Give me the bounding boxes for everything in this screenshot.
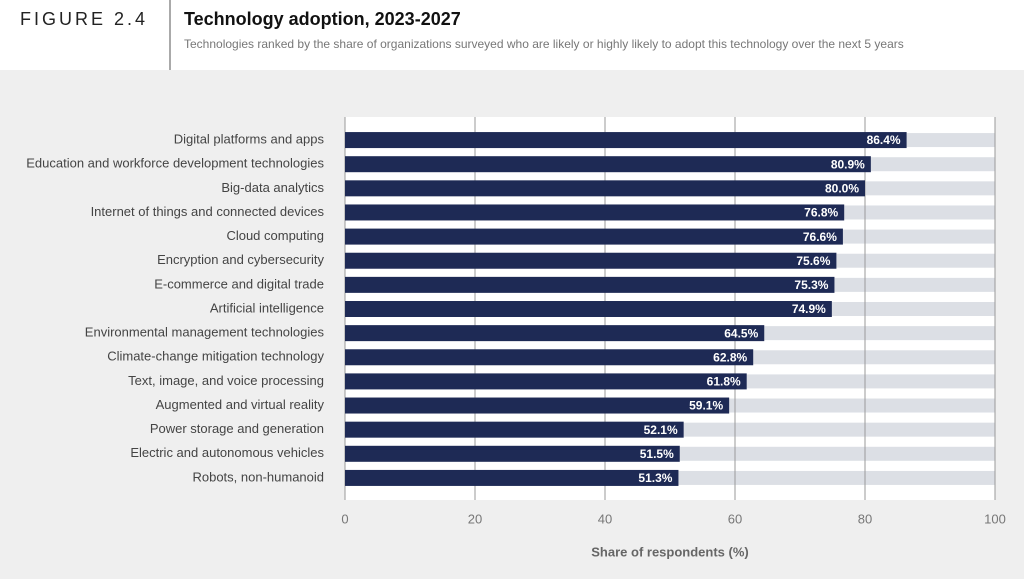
figure-label: FIGURE 2.4 (20, 9, 148, 29)
y-tick-label: Robots, non-humanoid (192, 469, 324, 484)
y-tick-label: Big-data analytics (221, 180, 324, 195)
bar (345, 397, 730, 414)
bar (345, 204, 845, 221)
y-tick-label: E-commerce and digital trade (154, 276, 324, 291)
value-label: 59.1% (689, 399, 723, 413)
value-label: 75.6% (796, 254, 830, 268)
value-label: 51.3% (638, 471, 672, 485)
x-axis-title: Share of respondents (%) (591, 544, 748, 559)
bar (345, 228, 843, 245)
y-tick-label: Encryption and cybersecurity (157, 252, 324, 267)
bar (345, 252, 837, 269)
y-tick-label: Education and workforce development tech… (26, 156, 324, 171)
y-tick-label: Text, image, and voice processing (128, 373, 324, 388)
bar (345, 469, 679, 486)
y-tick-label: Electric and autonomous vehicles (130, 445, 324, 460)
y-tick-label: Power storage and generation (150, 421, 324, 436)
value-label: 80.0% (825, 182, 859, 196)
x-tick-label: 80 (858, 511, 872, 526)
bar (345, 421, 684, 438)
x-tick-label: 0 (341, 511, 348, 526)
y-tick-label: Artificial intelligence (210, 300, 324, 315)
bar (345, 276, 835, 293)
value-label: 52.1% (644, 423, 678, 437)
x-tick-label: 60 (728, 511, 742, 526)
x-tick-label: 40 (598, 511, 612, 526)
chart-title: Technology adoption, 2023-2027 (184, 9, 461, 29)
bar (345, 301, 832, 317)
value-label: 80.9% (831, 157, 865, 171)
y-tick-label: Internet of things and connected devices (91, 204, 325, 219)
value-label: 76.6% (803, 230, 837, 244)
bar (345, 180, 865, 197)
x-tick-label: 20 (468, 511, 482, 526)
bar (345, 445, 680, 462)
bar (345, 132, 907, 149)
chart-subtitle: Technologies ranked by the share of orga… (184, 37, 904, 51)
y-tick-label: Climate-change mitigation technology (107, 349, 324, 364)
bar (345, 156, 871, 173)
value-label: 76.8% (804, 206, 838, 220)
value-label: 64.5% (724, 326, 758, 340)
value-label: 75.3% (794, 278, 828, 292)
y-tick-label: Cloud computing (226, 228, 324, 243)
x-tick-label: 100 (984, 511, 1006, 526)
bar (345, 349, 754, 366)
value-label: 62.8% (713, 350, 747, 364)
y-tick-label: Augmented and virtual reality (156, 397, 325, 412)
bar (345, 373, 747, 390)
y-tick-label: Digital platforms and apps (174, 132, 325, 147)
bar (345, 325, 765, 342)
value-label: 86.4% (867, 133, 901, 147)
value-label: 61.8% (707, 375, 741, 389)
y-tick-label: Environmental management technologies (85, 325, 325, 340)
value-label: 74.9% (792, 302, 826, 316)
value-label: 51.5% (640, 447, 674, 461)
